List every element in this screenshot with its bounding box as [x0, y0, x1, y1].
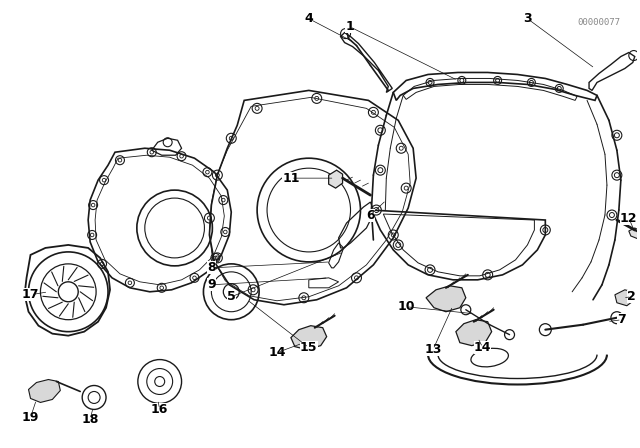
Polygon shape [629, 228, 640, 240]
Text: 4: 4 [305, 12, 313, 25]
Text: 14: 14 [474, 341, 492, 354]
Text: 19: 19 [22, 411, 39, 424]
Text: 00000077: 00000077 [577, 18, 620, 27]
Text: 2: 2 [627, 290, 636, 303]
Text: 12: 12 [620, 211, 637, 224]
Text: 15: 15 [300, 341, 317, 354]
Text: 13: 13 [424, 343, 442, 356]
Text: 17: 17 [22, 288, 39, 301]
Text: 3: 3 [523, 12, 532, 25]
Polygon shape [329, 170, 342, 188]
Text: 1: 1 [345, 20, 354, 33]
Polygon shape [615, 290, 635, 306]
Polygon shape [426, 286, 466, 312]
Polygon shape [291, 326, 326, 349]
Polygon shape [29, 379, 60, 402]
Text: 9: 9 [207, 278, 216, 291]
Text: 8: 8 [207, 261, 216, 274]
Text: 5: 5 [227, 290, 236, 303]
Text: 16: 16 [151, 403, 168, 416]
Text: 11: 11 [282, 172, 300, 185]
Text: 10: 10 [397, 300, 415, 313]
Text: 6: 6 [366, 208, 374, 221]
Text: 18: 18 [81, 413, 99, 426]
Text: 14: 14 [268, 346, 285, 359]
Polygon shape [456, 320, 492, 345]
Text: 7: 7 [618, 313, 626, 326]
